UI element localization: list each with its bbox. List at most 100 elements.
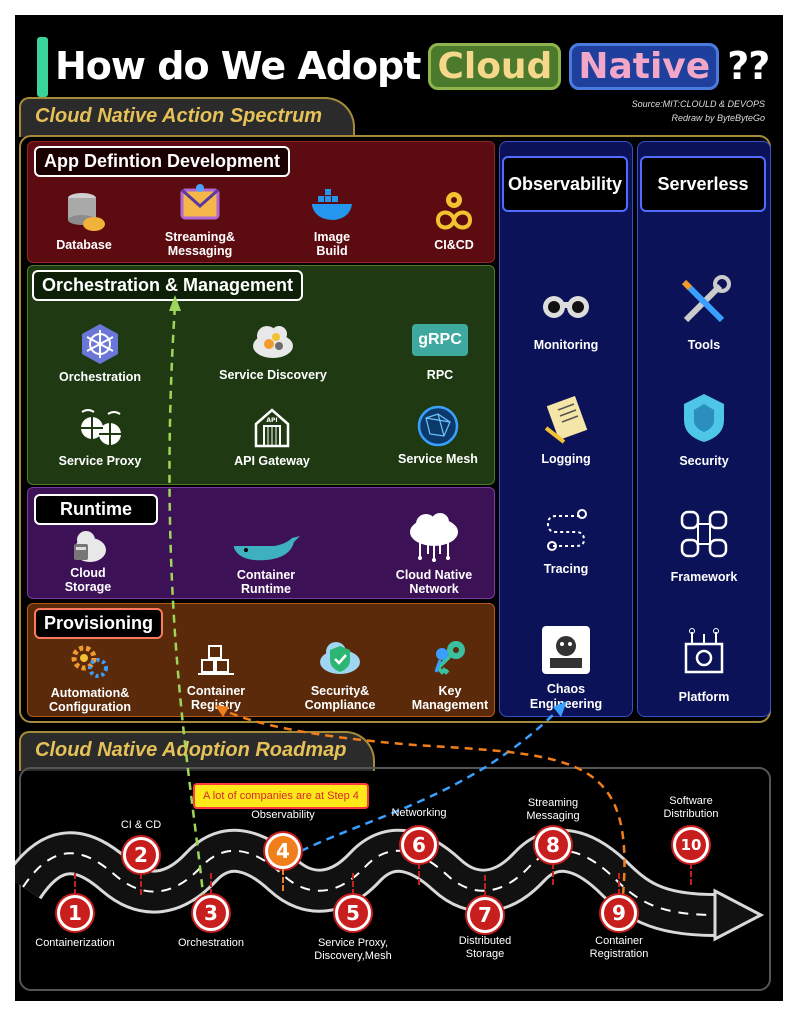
shield-cloud-icon xyxy=(318,638,362,678)
automation-configuration-item: Automation& Configuration xyxy=(30,644,150,714)
title-highlight-cloud: Cloud xyxy=(428,42,562,90)
database-item: Database xyxy=(24,190,144,252)
step-4-marker: 4 xyxy=(265,833,301,869)
crystal-shield-icon xyxy=(676,390,732,446)
step-5-label: Service Proxy, Discovery,Mesh xyxy=(314,937,392,962)
app-definition-label: App Defintion Development xyxy=(34,146,291,177)
platform-item: Platform xyxy=(641,626,767,705)
cloud-native-network-label: Cloud Native Network xyxy=(395,568,473,596)
app-definition-panel: App Defintion Development Database Strea… xyxy=(27,141,495,263)
tools-label: Tools xyxy=(687,338,721,352)
image-build-label: Image Build xyxy=(313,230,351,258)
step-7-label: Distributed Storage xyxy=(458,935,512,960)
step-9-pin xyxy=(618,873,620,895)
observability-label: Observability xyxy=(502,156,628,212)
roadmap-heading: Cloud Native Adoption Roadmap xyxy=(19,731,375,771)
step-8-label: Streaming Messaging xyxy=(526,797,580,822)
step-6-label: Networking xyxy=(391,807,447,819)
serverless-security-label: Security xyxy=(679,454,729,468)
title-highlight-native: Native xyxy=(569,42,720,90)
keys-icon xyxy=(430,638,470,678)
step-10-label: Software Distribution xyxy=(663,795,719,820)
step-3-label: Orchestration xyxy=(177,937,245,949)
source-line: Source:MIT:CLOULD & DEVOPS xyxy=(631,99,765,109)
route-pins-icon xyxy=(542,506,590,554)
chaos-monkey-icon xyxy=(542,626,590,674)
notepad-pencil-icon xyxy=(542,395,590,444)
step-1-label: Containerization xyxy=(35,937,115,949)
service-discovery-item: Service Discovery xyxy=(198,320,348,382)
step-4-label: Observability xyxy=(251,809,315,821)
step-2-pin xyxy=(140,873,142,895)
step-2-marker: 2 xyxy=(123,837,159,873)
binoculars-icon xyxy=(542,292,590,322)
tools-item: Tools xyxy=(641,274,767,353)
page-title: How do We Adopt Cloud Native ?? xyxy=(55,35,770,97)
monitoring-label: Monitoring xyxy=(533,338,599,352)
streaming-messaging-label: Streaming& Messaging xyxy=(164,230,236,258)
security-compliance-label: Security& Compliance xyxy=(304,684,376,712)
service-proxy-label: Service Proxy xyxy=(58,454,142,468)
api-gateway-item: API API Gateway xyxy=(212,406,332,468)
framework-label: Framework xyxy=(670,570,738,584)
step-5-pin xyxy=(352,873,354,895)
infographic-canvas: How do We Adopt Cloud Native ?? Cloud Na… xyxy=(15,15,783,1001)
orchestration-item: Orchestration xyxy=(40,322,160,384)
framework-nodes-icon xyxy=(676,506,732,562)
wrench-screwdriver-icon xyxy=(676,274,732,330)
step-1-pin xyxy=(74,873,76,895)
security-compliance-item: Security& Compliance xyxy=(280,638,400,712)
platform-label: Platform xyxy=(678,690,730,704)
gateway-building-icon: API xyxy=(250,406,294,450)
key-management-item: Key Management xyxy=(390,638,510,712)
runtime-panel: Runtime Cloud Storage Container Runtime … xyxy=(27,487,495,599)
monitoring-item: Monitoring xyxy=(503,292,629,353)
provisioning-panel: Provisioning Automation& Configuration C… xyxy=(27,603,495,717)
tracing-label: Tracing xyxy=(543,562,589,576)
service-mesh-label: Service Mesh xyxy=(398,452,478,466)
cloud-storage-label: Cloud Storage xyxy=(64,566,112,594)
storage-cloud-icon xyxy=(68,528,108,564)
platform-gear-icon xyxy=(676,626,732,682)
grpc-logo-icon: gRPC xyxy=(412,324,468,356)
step-8-marker: 8 xyxy=(535,827,571,863)
observability-column: Observability Monitoring Logging Tracing… xyxy=(499,141,633,717)
infinity-gear-icon xyxy=(432,190,476,234)
logging-label: Logging xyxy=(541,452,591,466)
container-runtime-label: Container Runtime xyxy=(236,568,296,596)
container-registry-item: Container Registry xyxy=(156,638,276,712)
step-10-marker: 10 xyxy=(673,827,709,863)
step-3-marker: 3 xyxy=(193,895,229,931)
chaos-engineering-item: Chaos Engineering xyxy=(503,626,629,712)
logging-item: Logging xyxy=(503,395,629,467)
api-gateway-label: API Gateway xyxy=(234,454,310,468)
database-label: Database xyxy=(56,238,112,252)
provisioning-label: Provisioning xyxy=(34,608,164,639)
serverless-column: Serverless Tools Security Framework Plat… xyxy=(637,141,771,717)
tracing-item: Tracing xyxy=(503,506,629,577)
cloud-circuit-icon xyxy=(406,512,462,562)
service-mesh-item: Service Mesh xyxy=(378,404,498,466)
step-7-pin xyxy=(484,875,486,897)
streaming-messaging-item: Streaming& Messaging xyxy=(140,182,260,258)
step-5-marker: 5 xyxy=(335,895,371,931)
step-7-marker: 7 xyxy=(467,897,503,933)
step-3-pin xyxy=(210,873,212,895)
serverless-security-item: Security xyxy=(641,390,767,469)
cloud-native-network-item: Cloud Native Network xyxy=(374,512,494,596)
rpc-item: gRPC RPC xyxy=(380,324,500,382)
step4-callout: A lot of companies are at Step 4 xyxy=(193,783,369,809)
automation-configuration-label: Automation& Configuration xyxy=(49,686,131,714)
mesh-globe-icon xyxy=(416,404,460,448)
container-registry-label: Container Registry xyxy=(186,684,246,712)
cloud-gears-icon xyxy=(251,320,295,364)
step-9-label: Container Registration xyxy=(589,935,649,960)
orchestration-label: Orchestration & Management xyxy=(32,270,304,301)
credit-line: Redraw by ByteByteGo xyxy=(671,113,765,123)
step-6-marker: 6 xyxy=(401,827,437,863)
serverless-label: Serverless xyxy=(640,156,766,212)
step-1-marker: 1 xyxy=(57,895,93,931)
step-10-pin xyxy=(690,863,692,885)
title-suffix: ?? xyxy=(727,44,770,88)
globe-network-icon xyxy=(78,406,122,450)
